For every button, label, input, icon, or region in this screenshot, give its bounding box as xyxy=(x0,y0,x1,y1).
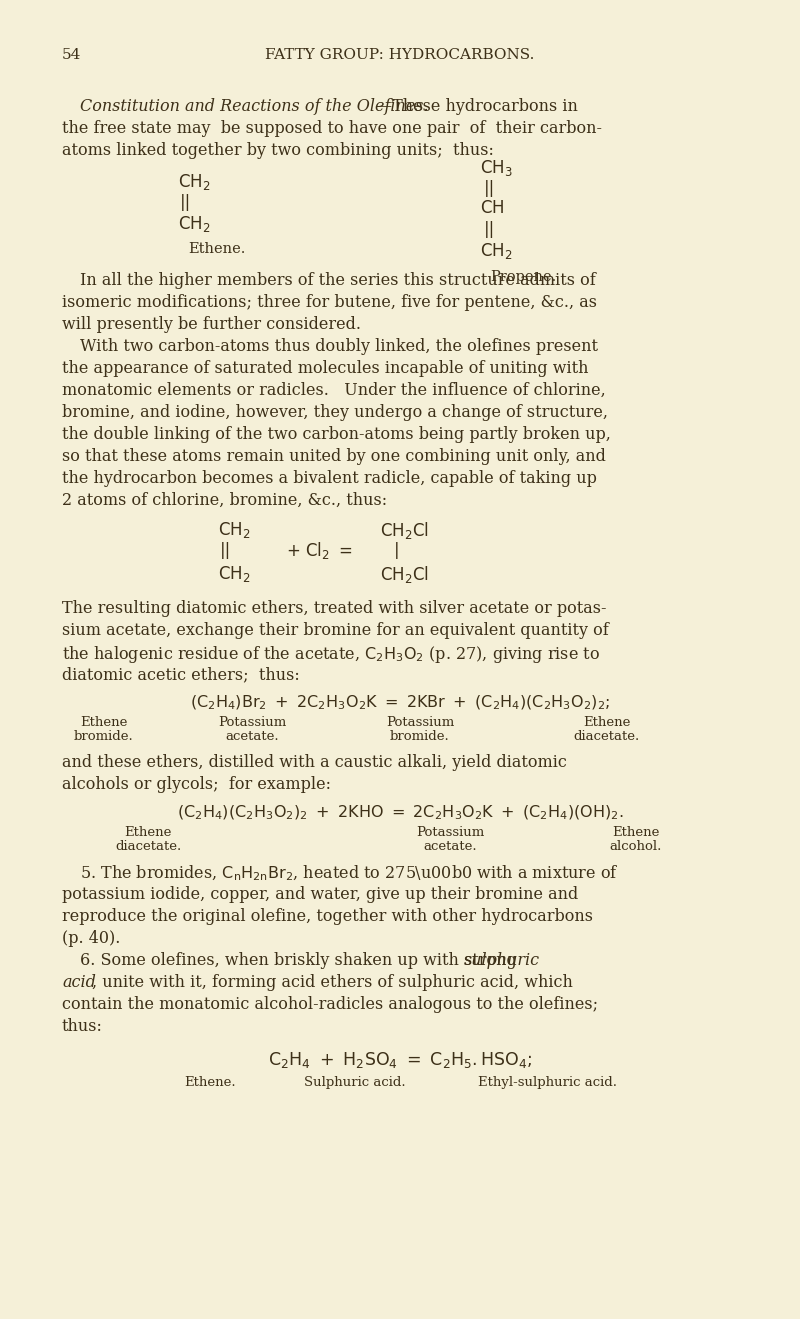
Text: Ethene.: Ethene. xyxy=(188,241,246,256)
Text: $+\ \rm Cl_2\ =$: $+\ \rm Cl_2\ =$ xyxy=(286,539,352,561)
Text: diatomic acetic ethers;  thus:: diatomic acetic ethers; thus: xyxy=(62,666,300,683)
Text: monatomic elements or radicles.   Under the influence of chlorine,: monatomic elements or radicles. Under th… xyxy=(62,383,606,400)
Text: sulphuric: sulphuric xyxy=(464,952,540,969)
Text: will presently be further considered.: will presently be further considered. xyxy=(62,317,361,332)
Text: reproduce the original olefine, together with other hydrocarbons: reproduce the original olefine, together… xyxy=(62,907,593,925)
Text: Constitution and Reactions of the Olefines.: Constitution and Reactions of the Olefin… xyxy=(80,98,429,115)
Text: isomeric modifications; three for butene, five for pentene, &c., as: isomeric modifications; three for butene… xyxy=(62,294,597,311)
Text: FATTY GROUP: HYDROCARBONS.: FATTY GROUP: HYDROCARBONS. xyxy=(266,47,534,62)
Text: ||: || xyxy=(484,179,495,197)
Text: Ethyl-sulphuric acid.: Ethyl-sulphuric acid. xyxy=(478,1076,618,1089)
Text: $\rm CH_3$: $\rm CH_3$ xyxy=(480,158,513,178)
Text: contain the monatomic alcohol-radicles analogous to the olefines;: contain the monatomic alcohol-radicles a… xyxy=(62,996,598,1013)
Text: the halogenic residue of the acetate, $\rm C_2H_3O_2$ (p. 27), giving rise to: the halogenic residue of the acetate, $\… xyxy=(62,644,600,665)
Text: sium acetate, exchange their bromine for an equivalent quantity of: sium acetate, exchange their bromine for… xyxy=(62,623,609,638)
Text: , unite with it, forming acid ethers of sulphuric acid, which: , unite with it, forming acid ethers of … xyxy=(92,973,573,991)
Text: Ethene: Ethene xyxy=(583,716,630,729)
Text: Ethene: Ethene xyxy=(80,716,128,729)
Text: bromide.: bromide. xyxy=(390,729,450,743)
Text: $\rm (C_2H_4)Br_2\ +\ 2C_2H_3O_2K\ =\ 2KBr\ +\ (C_2H_4)(C_2H_3O_2)_2;$: $\rm (C_2H_4)Br_2\ +\ 2C_2H_3O_2K\ =\ 2K… xyxy=(190,694,610,712)
Text: 6. Some olefines, when briskly shaken up with strong: 6. Some olefines, when briskly shaken up… xyxy=(80,952,522,969)
Text: —These hydrocarbons in: —These hydrocarbons in xyxy=(376,98,578,115)
Text: Propene.: Propene. xyxy=(490,270,556,284)
Text: alcohols or glycols;  for example:: alcohols or glycols; for example: xyxy=(62,776,331,793)
Text: $\rm CH_2$: $\rm CH_2$ xyxy=(178,214,210,233)
Text: |: | xyxy=(394,542,400,559)
Text: the hydrocarbon becomes a bivalent radicle, capable of taking up: the hydrocarbon becomes a bivalent radic… xyxy=(62,470,597,487)
Text: ||: || xyxy=(484,222,495,237)
Text: diacetate.: diacetate. xyxy=(574,729,640,743)
Text: $\rm CH_2$: $\rm CH_2$ xyxy=(218,520,250,539)
Text: $\rm CH_2$: $\rm CH_2$ xyxy=(218,565,250,584)
Text: ||: || xyxy=(220,542,231,559)
Text: thus:: thus: xyxy=(62,1018,103,1035)
Text: atoms linked together by two combining units;  thus:: atoms linked together by two combining u… xyxy=(62,142,494,160)
Text: ||: || xyxy=(180,194,191,211)
Text: Potassium: Potassium xyxy=(416,826,484,839)
Text: Potassium: Potassium xyxy=(218,716,286,729)
Text: $\rm (C_2H_4)(C_2H_3O_2)_2\ +\ 2KHO\ =\ 2C_2H_3O_2K\ +\ (C_2H_4)(OH)_2.$: $\rm (C_2H_4)(C_2H_3O_2)_2\ +\ 2KHO\ =\ … xyxy=(177,805,623,823)
Text: diacetate.: diacetate. xyxy=(115,840,181,853)
Text: acetate.: acetate. xyxy=(225,729,279,743)
Text: With two carbon-atoms thus doubly linked, the olefines present: With two carbon-atoms thus doubly linked… xyxy=(80,338,598,355)
Text: Ethene.: Ethene. xyxy=(184,1076,236,1089)
Text: the free state may  be supposed to have one pair  of  their carbon-: the free state may be supposed to have o… xyxy=(62,120,602,137)
Text: bromide.: bromide. xyxy=(74,729,134,743)
Text: bromine, and iodine, however, they undergo a change of structure,: bromine, and iodine, however, they under… xyxy=(62,404,608,421)
Text: so that these atoms remain united by one combining unit only, and: so that these atoms remain united by one… xyxy=(62,448,606,466)
Text: alcohol.: alcohol. xyxy=(610,840,662,853)
Text: Ethene: Ethene xyxy=(124,826,172,839)
Text: 2 atoms of chlorine, bromine, &c., thus:: 2 atoms of chlorine, bromine, &c., thus: xyxy=(62,492,387,509)
Text: potassium iodide, copper, and water, give up their bromine and: potassium iodide, copper, and water, giv… xyxy=(62,886,578,904)
Text: 54: 54 xyxy=(62,47,82,62)
Text: acetate.: acetate. xyxy=(423,840,477,853)
Text: In all the higher members of the series this structure admits of: In all the higher members of the series … xyxy=(80,272,596,289)
Text: The resulting diatomic ethers, treated with silver acetate or potas-: The resulting diatomic ethers, treated w… xyxy=(62,600,606,617)
Text: $\rm CH$: $\rm CH$ xyxy=(480,200,505,218)
Text: $\rm CH_2$: $\rm CH_2$ xyxy=(178,171,210,193)
Text: Potassium: Potassium xyxy=(386,716,454,729)
Text: $\rm C_2H_4\ +\ H_2SO_4\ =\ C_2H_5.HSO_4;$: $\rm C_2H_4\ +\ H_2SO_4\ =\ C_2H_5.HSO_4… xyxy=(268,1050,532,1070)
Text: Sulphuric acid.: Sulphuric acid. xyxy=(304,1076,406,1089)
Text: $\rm CH_2Cl$: $\rm CH_2Cl$ xyxy=(380,565,429,586)
Text: the double linking of the two carbon-atoms being partly broken up,: the double linking of the two carbon-ato… xyxy=(62,426,611,443)
Text: Ethene: Ethene xyxy=(612,826,660,839)
Text: acid: acid xyxy=(62,973,96,991)
Text: and these ethers, distilled with a caustic alkali, yield diatomic: and these ethers, distilled with a caust… xyxy=(62,754,567,772)
Text: $\rm CH_2Cl$: $\rm CH_2Cl$ xyxy=(380,520,429,541)
Text: the appearance of saturated molecules incapable of uniting with: the appearance of saturated molecules in… xyxy=(62,360,589,377)
Text: 5. The bromides, $\rm C_nH_{2n}Br_2$, heated to 275\u00b0 with a mixture of: 5. The bromides, $\rm C_nH_{2n}Br_2$, he… xyxy=(80,864,618,884)
Text: (p. 40).: (p. 40). xyxy=(62,930,120,947)
Text: $\rm CH_2$: $\rm CH_2$ xyxy=(480,241,513,261)
